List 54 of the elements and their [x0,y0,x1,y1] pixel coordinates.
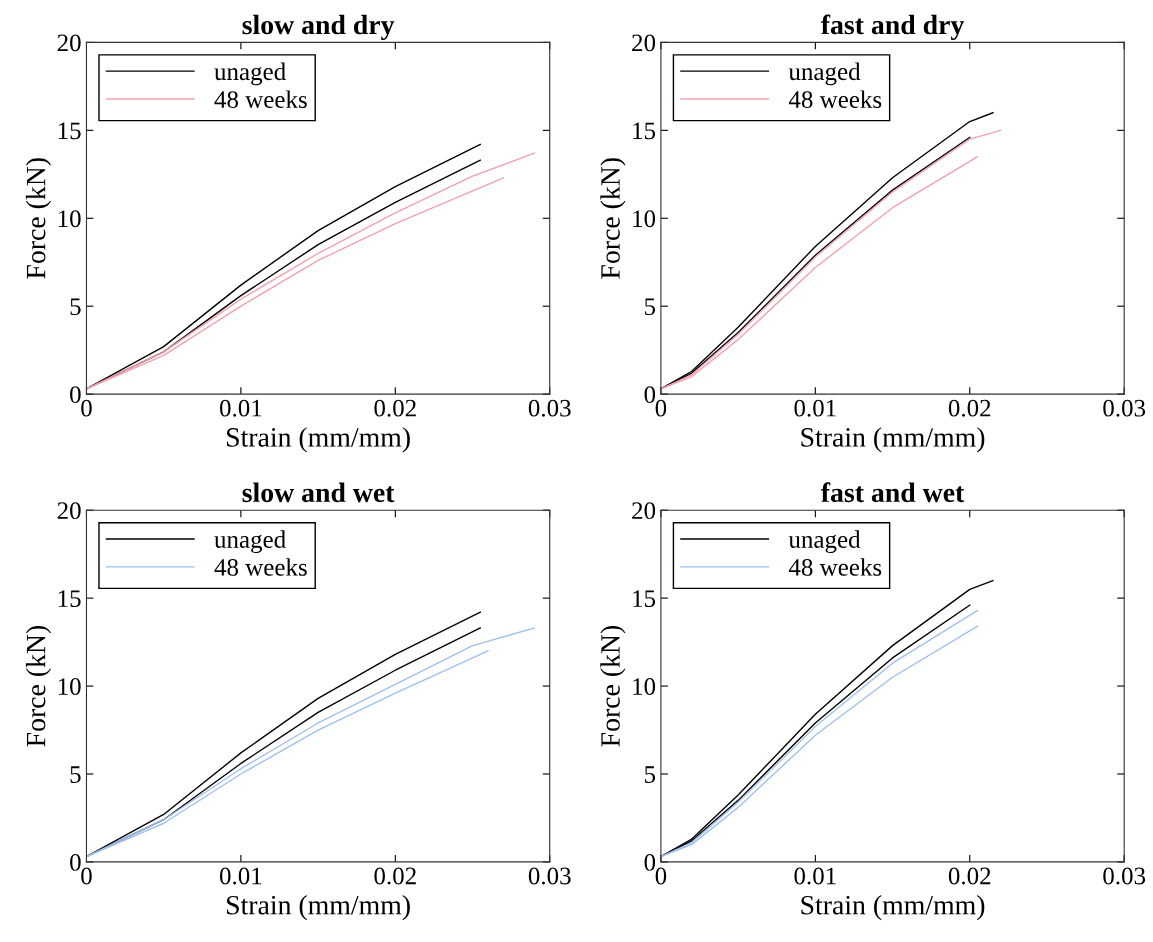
x-tick-label: 0 [81,399,92,417]
x-axis-title: Strain (mm/mm) [227,427,410,453]
legend-label: unaged [788,62,861,86]
y-tick-label: 20 [632,502,656,520]
y-tick-label: 5 [645,766,656,783]
y-tick-label: 0 [70,853,81,871]
x-axis-title: Strain (mm/mm) [801,895,985,921]
x-axis-title: Strain (mm/mm) [801,427,985,453]
y-tick-label: 15 [58,122,81,140]
chart-title: fast and dry [820,14,965,41]
y-tick-label: 0 [70,386,81,404]
legend-label: 48 weeks [788,90,882,109]
y-tick-label: 15 [633,122,656,140]
legend-label: 48 weeks [214,558,307,576]
x-tick-label: 0.03 [528,867,571,885]
y-tick-label: 0 [644,853,656,871]
y-tick-label: 20 [57,34,81,52]
y-tick-label: 5 [70,766,81,783]
y-tick-label: 5 [645,298,656,316]
y-tick-label: 10 [58,678,81,695]
y-axis-title: Force (kN) [25,625,52,747]
x-tick-label: 0.02 [948,867,991,885]
x-tick-label: 0.01 [794,399,836,417]
y-tick-label: 15 [58,590,81,608]
legend-label: 48 weeks [788,558,882,576]
x-axis-title: Strain (mm/mm) [227,895,410,921]
x-tick-label: 0.03 [1103,867,1146,885]
y-tick-label: 0 [644,386,656,404]
y-tick-label: 10 [58,210,81,228]
x-tick-label: 0.03 [528,399,571,417]
y-axis-title: Force (kN) [600,625,626,747]
y-tick-label: 20 [632,34,656,52]
legend-label: unaged [214,62,286,86]
x-tick-label: 0.02 [948,399,991,417]
y-axis-title: Force (kN) [600,158,626,279]
y-tick-label: 10 [633,210,656,228]
y-tick-label: 20 [57,502,81,520]
legend-label: 48 weeks [214,90,307,109]
x-tick-label: 0.01 [219,399,262,417]
legend-label: unaged [788,530,861,554]
legend-label: unaged [214,530,286,554]
chart-title: slow and dry [242,14,395,41]
x-tick-label: 0.02 [374,399,416,417]
y-tick-label: 15 [633,590,656,608]
chart-title: slow and wet [242,482,395,503]
x-tick-label: 0.01 [219,867,262,885]
x-tick-label: 0.02 [374,867,416,885]
x-tick-label: 0.01 [794,867,836,885]
y-tick-label: 5 [70,298,81,316]
x-tick-label: 0 [81,867,92,885]
x-tick-label: 0.03 [1103,399,1146,417]
y-axis-title: Force (kN) [25,158,52,279]
chart-title: fast and wet [820,482,965,503]
y-tick-label: 10 [633,678,656,695]
